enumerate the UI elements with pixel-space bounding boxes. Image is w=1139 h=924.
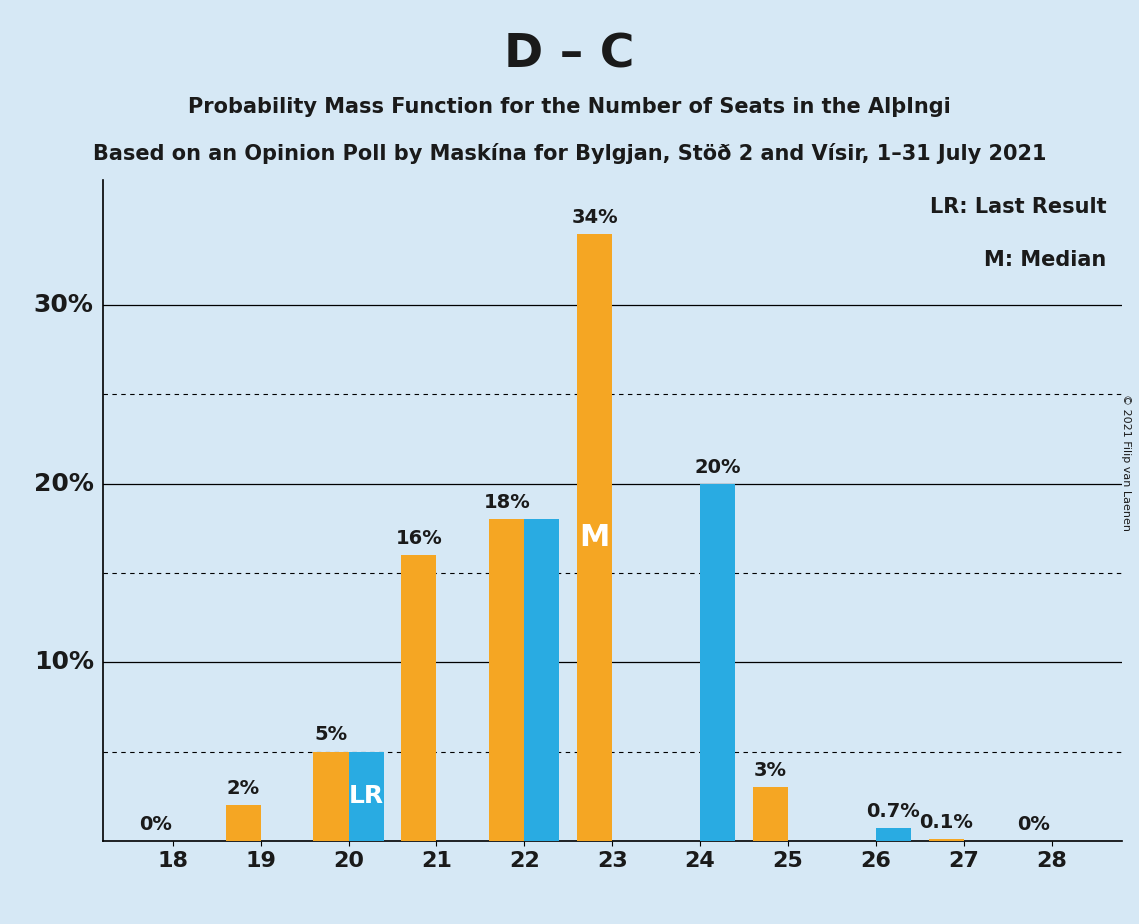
- Text: © 2021 Filip van Laenen: © 2021 Filip van Laenen: [1121, 394, 1131, 530]
- Bar: [401, 555, 436, 841]
- Text: 30%: 30%: [34, 293, 93, 317]
- Text: LR: Last Result: LR: Last Result: [931, 197, 1107, 217]
- Bar: [753, 787, 788, 841]
- Text: 0.1%: 0.1%: [919, 813, 973, 832]
- Text: 0%: 0%: [139, 815, 172, 833]
- Text: Probability Mass Function for the Number of Seats in the AlþIngi: Probability Mass Function for the Number…: [188, 97, 951, 117]
- Bar: [524, 519, 559, 841]
- Text: 0%: 0%: [1017, 815, 1050, 833]
- Text: D – C: D – C: [505, 32, 634, 78]
- Text: 3%: 3%: [754, 761, 787, 780]
- Text: M: Median: M: Median: [984, 249, 1107, 270]
- Text: 16%: 16%: [395, 529, 442, 548]
- Text: Based on an Opinion Poll by Maskína for Bylgjan, Stöð 2 and Vísir, 1–31 July 202: Based on an Opinion Poll by Maskína for …: [92, 143, 1047, 164]
- Bar: [876, 828, 911, 841]
- Text: 34%: 34%: [572, 208, 618, 226]
- Bar: [577, 234, 612, 841]
- Text: 10%: 10%: [34, 650, 93, 675]
- Text: 0.7%: 0.7%: [867, 802, 920, 821]
- Text: 2%: 2%: [227, 779, 260, 798]
- Bar: [489, 519, 524, 841]
- Text: M: M: [580, 523, 609, 552]
- Bar: [928, 839, 964, 841]
- Text: 20%: 20%: [34, 472, 93, 496]
- Bar: [349, 751, 384, 841]
- Text: LR: LR: [349, 784, 384, 808]
- Bar: [700, 484, 736, 841]
- Text: 5%: 5%: [314, 725, 347, 745]
- Bar: [226, 805, 261, 841]
- Text: 18%: 18%: [483, 493, 530, 512]
- Text: 20%: 20%: [695, 457, 740, 477]
- Bar: [313, 751, 349, 841]
